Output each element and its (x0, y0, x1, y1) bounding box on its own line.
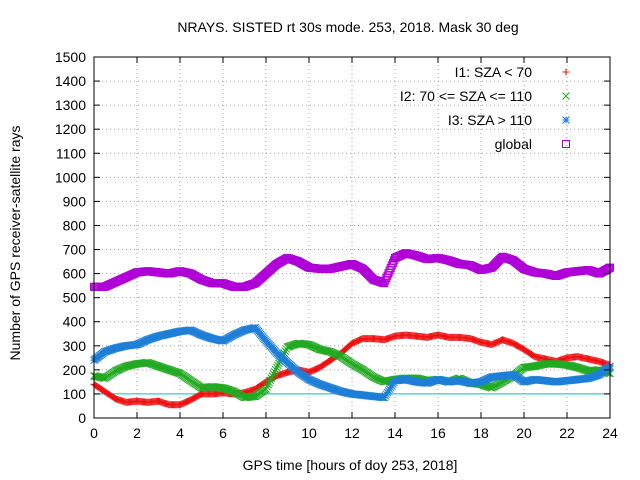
data-point-fill (603, 264, 612, 273)
x-tick-label: 0 (90, 425, 98, 441)
x-tick-label: 8 (262, 425, 270, 441)
legend-label-2: I2: 70 <= SZA <= 110 (400, 88, 532, 104)
y-tick-label: 1100 (56, 145, 86, 161)
x-axis-label: GPS time [hours of doy 253, 2018] (243, 457, 458, 473)
y-tick-label: 1500 (55, 49, 86, 65)
y-tick-label: 1000 (55, 169, 86, 185)
data-point-fill (381, 276, 390, 285)
x-tick-label: 12 (344, 425, 360, 441)
y-tick-label: 600 (63, 266, 87, 282)
x-tick-label: 18 (473, 425, 489, 441)
y-tick-label: 0 (78, 410, 86, 426)
axes: 0100200300400500600700800900100011001200… (55, 49, 618, 441)
x-tick-label: 14 (387, 425, 403, 441)
chart-title: NRAYS. SISTED rt 30s mode. 253, 2018. Ma… (177, 19, 518, 35)
y-tick-label: 500 (63, 290, 87, 306)
data-point-fill (264, 380, 273, 389)
y-tick-label: 1200 (55, 121, 86, 137)
y-tick-label: 900 (63, 193, 87, 209)
data-point-fill (383, 271, 392, 280)
data-point-fill (266, 376, 275, 385)
data-point-fill (387, 261, 396, 270)
x-tick-label: 2 (133, 425, 141, 441)
series-4 (90, 249, 614, 291)
data-point-fill (248, 392, 256, 401)
y-tick-label: 300 (63, 338, 87, 354)
legend-label-1: I1: SZA < 70 (455, 64, 533, 80)
data-point-fill (270, 367, 279, 376)
legend: I1: SZA < 70 I2: 70 <= SZA <= 110 I3: SZA … (400, 64, 570, 152)
data-point-fill (273, 361, 282, 370)
data-point-fill (271, 365, 280, 374)
x-tick-label: 6 (219, 425, 227, 441)
data-point-fill (268, 372, 277, 380)
legend-marker-4 (562, 140, 570, 148)
y-tick-label: 200 (63, 362, 87, 378)
data-point-fill (604, 264, 613, 273)
data-point-fill (267, 374, 276, 383)
grid (94, 57, 610, 418)
y-tick-label: 800 (63, 217, 87, 233)
legend-marker-1 (562, 68, 570, 76)
data-point-fill (269, 370, 278, 378)
x-tick-label: 20 (516, 425, 532, 441)
x-tick-label: 22 (559, 425, 575, 441)
legend-label-4: global (495, 136, 532, 152)
series-2 (90, 339, 614, 402)
x-tick-label: 4 (176, 425, 184, 441)
data-point (262, 385, 270, 393)
data-point-fill (385, 266, 394, 275)
y-tick-label: 400 (63, 314, 87, 330)
legend-marker-2 (562, 92, 570, 100)
legend-marker-3 (562, 116, 570, 124)
y-tick-label: 100 (63, 386, 87, 402)
data-point-fill (384, 269, 393, 278)
data-point (272, 363, 281, 372)
x-tick-label: 10 (301, 425, 317, 441)
legend-label-3: I3: SZA > 110 (448, 112, 532, 128)
y-axis-label: Number of GPS receiver-satellite rays (7, 126, 23, 361)
data-point-fill (302, 340, 311, 349)
data-point-fill (265, 378, 274, 387)
data-point-fill (263, 383, 271, 391)
y-tick-label: 1300 (55, 97, 86, 113)
data-point-fill (323, 347, 332, 355)
data-point-fill (382, 274, 391, 283)
data-point-fill (386, 264, 395, 273)
data-point-fill (570, 362, 579, 371)
data-point (380, 279, 389, 288)
y-tick-label: 700 (63, 242, 87, 258)
x-tick-label: 16 (430, 425, 446, 441)
x-tick-label: 24 (602, 425, 618, 441)
y-tick-label: 1400 (55, 73, 86, 89)
series-3 (90, 323, 614, 402)
plot-area (90, 249, 614, 409)
